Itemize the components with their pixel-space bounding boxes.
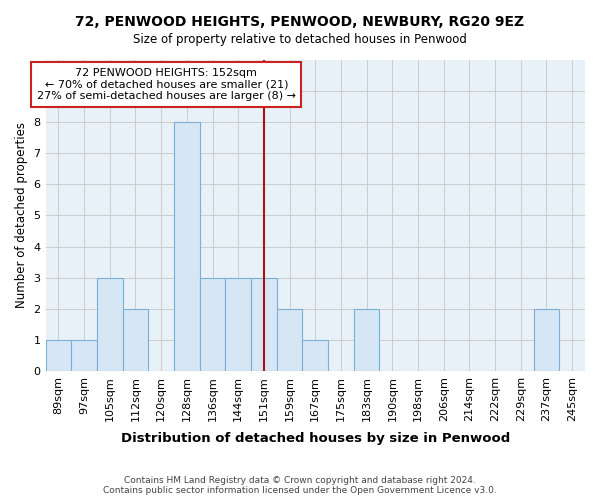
Bar: [226, 278, 251, 371]
Bar: [71, 340, 97, 371]
Bar: [277, 308, 302, 371]
Bar: [46, 340, 71, 371]
Text: Contains HM Land Registry data © Crown copyright and database right 2024.
Contai: Contains HM Land Registry data © Crown c…: [103, 476, 497, 495]
Bar: [251, 278, 277, 371]
Y-axis label: Number of detached properties: Number of detached properties: [15, 122, 28, 308]
Bar: [200, 278, 226, 371]
Bar: [122, 308, 148, 371]
X-axis label: Distribution of detached houses by size in Penwood: Distribution of detached houses by size …: [121, 432, 510, 445]
Text: 72 PENWOOD HEIGHTS: 152sqm
← 70% of detached houses are smaller (21)
27% of semi: 72 PENWOOD HEIGHTS: 152sqm ← 70% of deta…: [37, 68, 296, 101]
Bar: [302, 340, 328, 371]
Text: 72, PENWOOD HEIGHTS, PENWOOD, NEWBURY, RG20 9EZ: 72, PENWOOD HEIGHTS, PENWOOD, NEWBURY, R…: [76, 15, 524, 29]
Bar: [533, 308, 559, 371]
Bar: [354, 308, 379, 371]
Bar: [174, 122, 200, 371]
Text: Size of property relative to detached houses in Penwood: Size of property relative to detached ho…: [133, 32, 467, 46]
Bar: [97, 278, 122, 371]
